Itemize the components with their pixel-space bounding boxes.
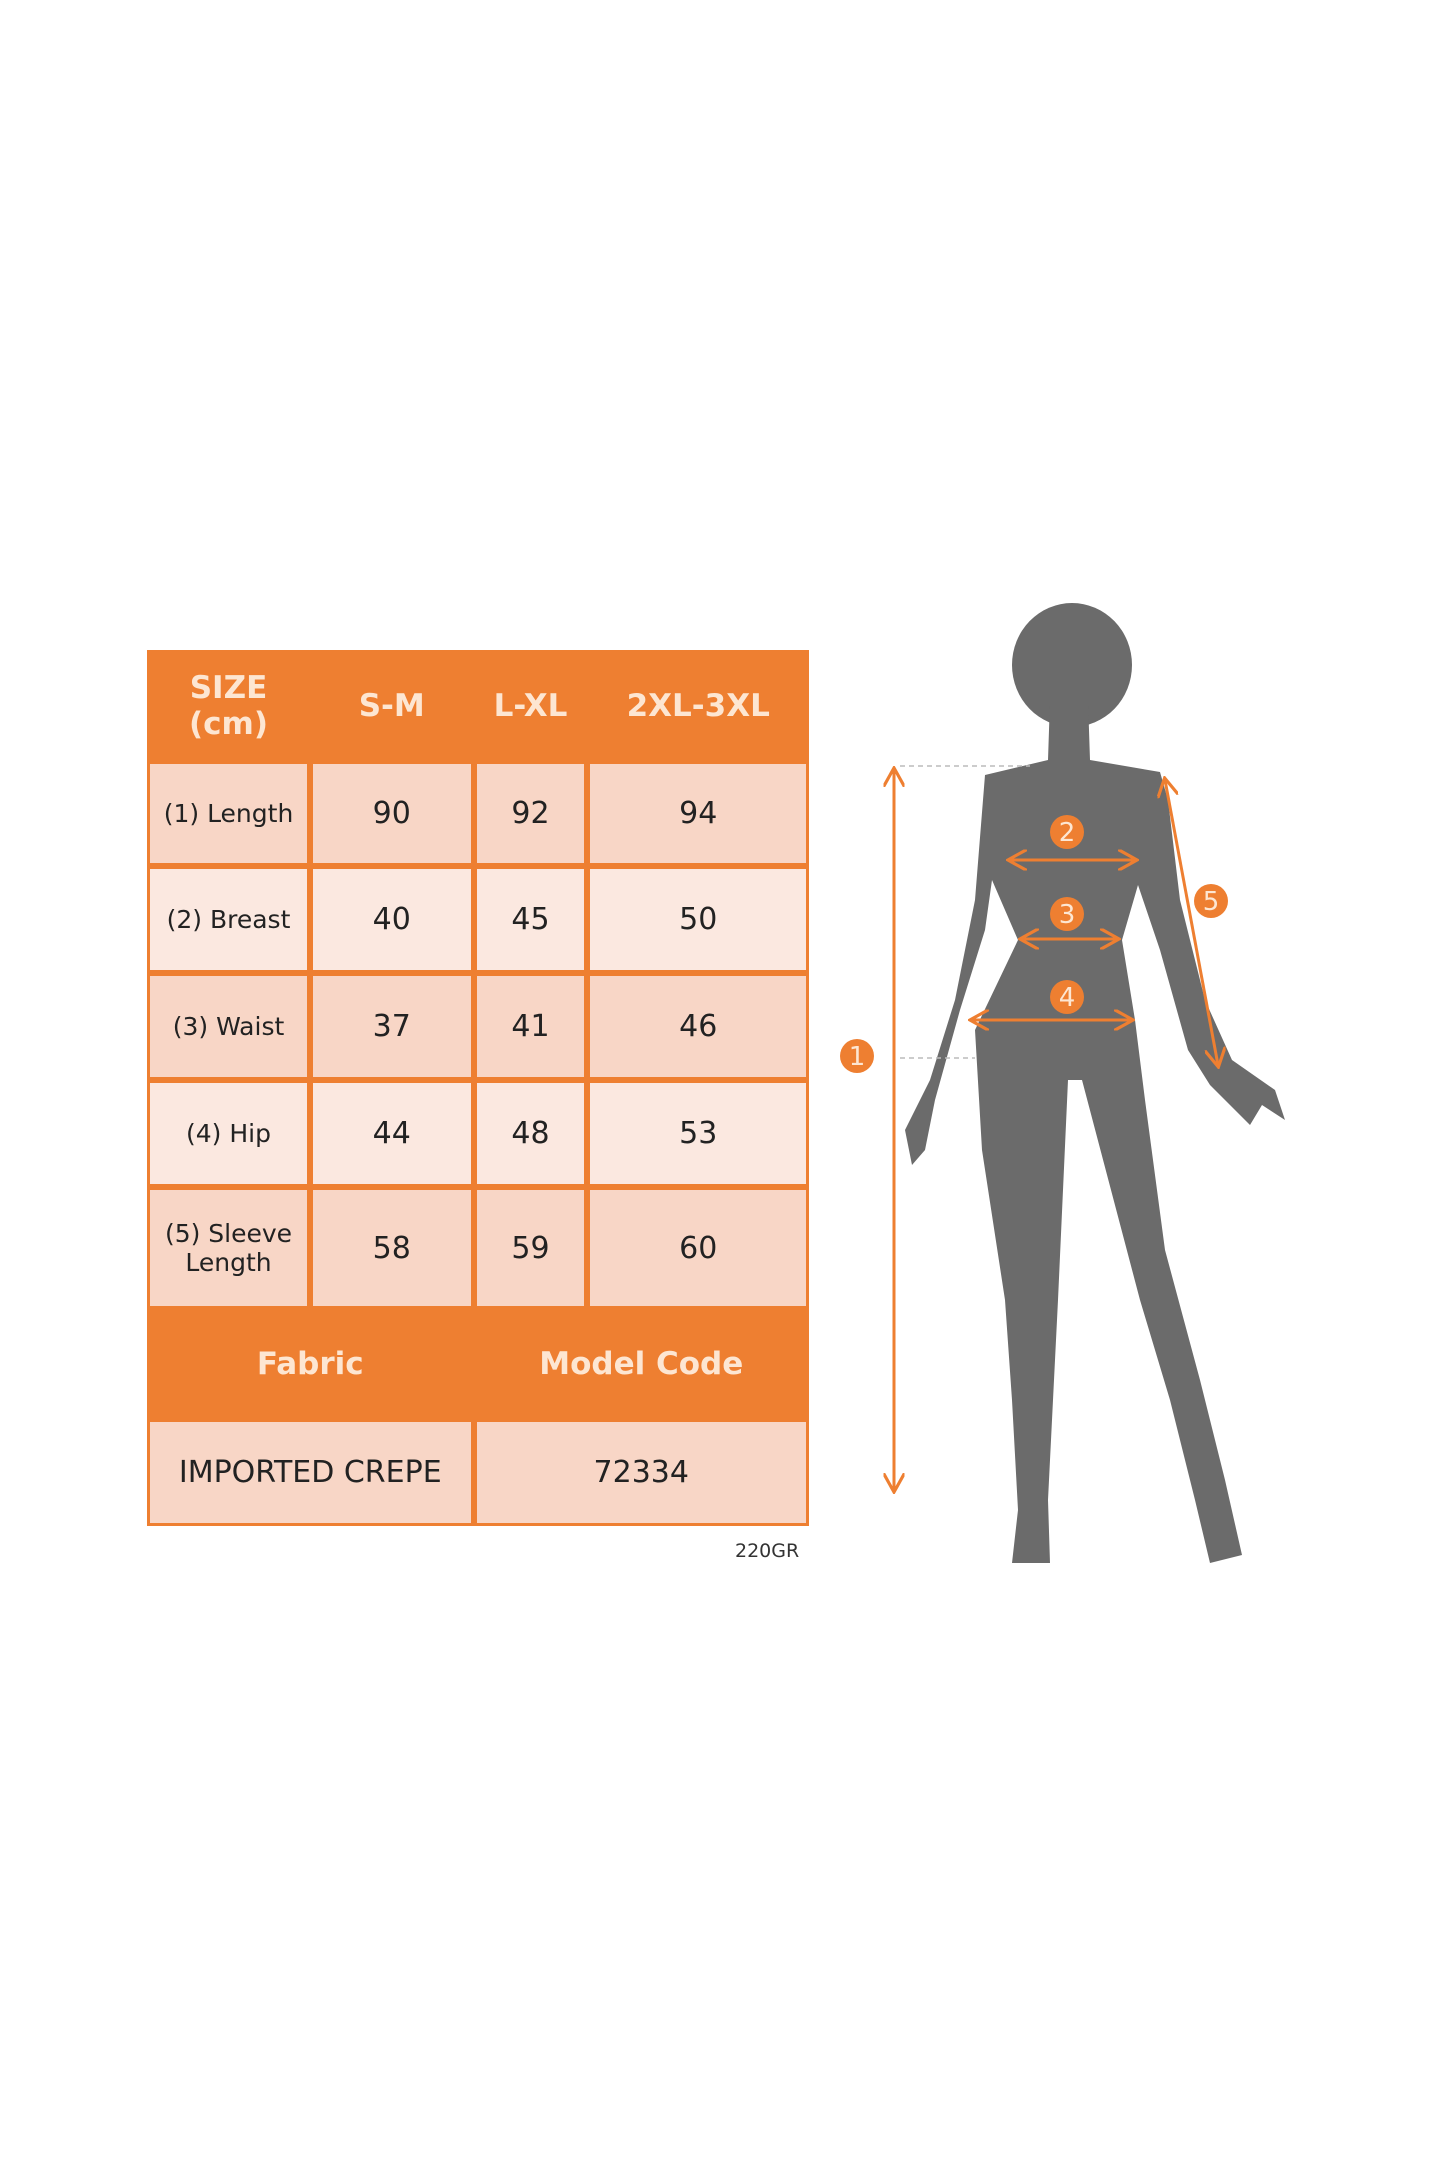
cell: 50 [587, 866, 809, 973]
row-label: (5) Sleeve Length [147, 1187, 310, 1309]
sleeve-arrow [1165, 780, 1218, 1065]
header-row: SIZE (cm) S-M L-XL 2XL-3XL [147, 650, 809, 761]
size-chart-table: SIZE (cm) S-M L-XL 2XL-3XL (1) Length 90 … [147, 650, 809, 1526]
cell: 46 [587, 973, 809, 1080]
cell: 60 [587, 1187, 809, 1309]
row-label-line: Length [185, 1248, 272, 1277]
cell: 58 [310, 1187, 474, 1309]
fabric-header: Fabric [256, 1346, 364, 1382]
row-label-line: (5) Sleeve [164, 1219, 293, 1248]
table-row: (3) Waist 37 41 46 [147, 973, 809, 1080]
marker-1: 1 [840, 1039, 874, 1073]
marker-label: 2 [1059, 818, 1076, 848]
silhouette-head [1012, 603, 1132, 727]
fabric-value: IMPORTED CREPE [147, 1419, 474, 1526]
marker-5: 5 [1194, 884, 1228, 918]
model-code-value: 72334 [473, 1419, 809, 1526]
unit-label: (cm) [188, 705, 268, 742]
size-header: SIZE (cm) [147, 650, 310, 761]
column-header: S-M [358, 687, 425, 724]
cell: 59 [473, 1187, 588, 1309]
table-row: (4) Hip 44 48 53 [147, 1080, 809, 1187]
footer-header-row: Fabric Model Code [147, 1309, 809, 1419]
cell: 92 [473, 761, 588, 866]
weight-note: 220GR [735, 1540, 800, 1562]
cell: 40 [310, 866, 474, 973]
marker-label: 4 [1059, 983, 1076, 1013]
cell: 53 [587, 1080, 809, 1187]
cell: 48 [473, 1080, 588, 1187]
table-row: (1) Length 90 92 94 [147, 761, 809, 866]
row-label: (2) Breast [147, 866, 310, 973]
row-label: (1) Length [147, 761, 310, 866]
table-row: (2) Breast 40 45 50 [147, 866, 809, 973]
size-label: SIZE [189, 669, 268, 706]
table-row: (5) Sleeve Length 58 59 60 [147, 1187, 809, 1309]
column-header: 2XL-3XL [626, 687, 770, 724]
silhouette [905, 603, 1285, 1563]
marker-label: 5 [1203, 887, 1220, 917]
row-label: (3) Waist [147, 973, 310, 1080]
footer-value-row: IMPORTED CREPE 72334 [147, 1419, 809, 1526]
silhouette-body [905, 700, 1285, 1563]
row-label: (4) Hip [147, 1080, 310, 1187]
cell: 41 [473, 973, 588, 1080]
measurement-guides [900, 765, 1030, 1059]
model-code-header: Model Code [539, 1346, 744, 1382]
marker-3: 3 [1050, 897, 1084, 931]
marker-2: 2 [1050, 815, 1084, 849]
marker-label: 1 [849, 1042, 866, 1072]
column-header: L-XL [493, 687, 568, 724]
cell: 37 [310, 973, 474, 1080]
cell: 94 [587, 761, 809, 866]
cell: 45 [473, 866, 588, 973]
marker-4: 4 [1050, 980, 1084, 1014]
cell: 44 [310, 1080, 474, 1187]
cell: 90 [310, 761, 474, 866]
marker-label: 3 [1059, 900, 1076, 930]
